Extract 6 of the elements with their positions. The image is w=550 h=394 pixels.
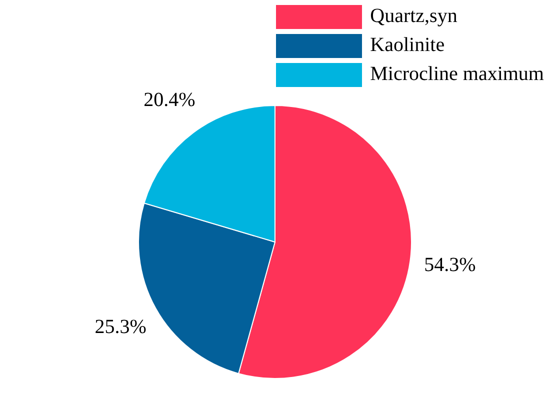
- legend-label: Microcline maximum: [370, 63, 544, 86]
- data-label: 25.3%: [94, 316, 146, 338]
- legend-label: Quartz,syn: [370, 5, 458, 28]
- legend-label: Kaolinite: [370, 34, 445, 57]
- data-label: 54.3%: [424, 254, 476, 276]
- data-label: 20.4%: [144, 88, 196, 111]
